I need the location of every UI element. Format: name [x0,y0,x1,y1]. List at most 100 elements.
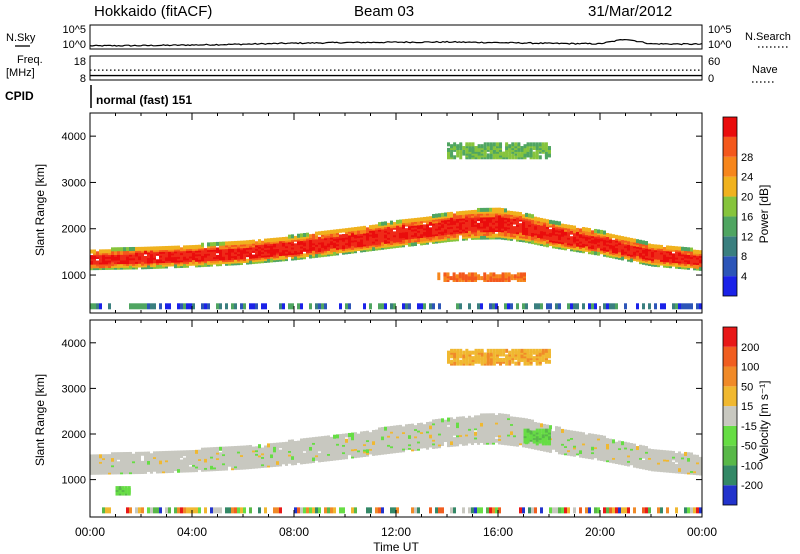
echo-cell [90,454,93,459]
echo-cell [345,233,348,238]
echo-cell [588,227,591,232]
echo-cell [585,227,588,232]
echo-cell [564,242,567,247]
echo-cell [111,452,114,457]
echo-cell [411,429,414,434]
echo-cell [246,240,249,245]
echo-cell [153,507,156,514]
echo-cell [450,144,454,149]
echo-cell [126,247,129,252]
echo-cell [492,438,495,443]
echo-cells [90,142,702,310]
echo-cell [342,228,345,233]
echo-cell [544,151,548,156]
echo-cell [495,415,498,420]
echo-cell [312,507,315,514]
echo-cell [461,272,465,277]
echo-cell [249,303,252,310]
echo-cell [243,452,246,457]
echo-cell [576,246,579,251]
echo-cell [177,507,180,514]
echo-cell [618,507,621,514]
echo-cell [522,507,525,514]
freq-trace [90,69,702,77]
echo-cell [210,447,213,452]
echo-cell [174,507,177,514]
echo-cell [276,237,279,242]
echo-cell [270,443,273,448]
echo-cell [513,229,516,234]
echo-cell [474,507,477,514]
echo-cell [525,212,528,217]
echo-cell [129,459,132,464]
echo-cell [351,436,354,441]
echo-cell [570,303,573,310]
echo-cell [534,235,537,240]
echo-cell [543,423,546,428]
echo-cell [621,236,624,241]
echo-cell [378,222,381,227]
echo-cell [315,248,318,253]
echo-cell [459,303,462,310]
echo-cell [663,303,666,310]
echo-cell [375,446,378,451]
echo-cell [204,447,207,452]
echo-cell [450,435,453,440]
echo-cell [555,426,558,431]
echo-cell [405,303,408,310]
echo-cell [381,507,384,514]
echo-cell [489,413,492,418]
echo-cell [609,233,612,238]
echo-cell [384,426,387,431]
echo-cells [90,348,702,514]
echo-cell [495,431,498,436]
echo-cell [588,440,591,445]
echo-cell [603,442,606,447]
echo-cell [378,507,381,514]
echo-cell [405,228,408,233]
echo-cell [120,452,123,457]
echo-cell [672,253,675,258]
echo-cell [446,272,450,277]
echo-cell [612,234,615,239]
echo-cell [192,507,195,514]
echo-cell [687,260,690,265]
echo-cell [165,450,168,455]
echo-cell [444,212,447,217]
echo-cell [513,416,516,421]
echo-cell [477,422,480,427]
echo-cell [192,303,195,310]
echo-cell [159,246,162,251]
echo-cell [321,230,324,235]
echo-cell [693,258,696,263]
echo-cell [458,272,462,277]
echo-cell [588,303,591,310]
echo-cell [255,250,258,255]
echo-cell [405,424,408,429]
echo-cell [507,229,510,234]
echo-cell [528,418,531,423]
echo-cell [96,260,99,265]
echo-cell [270,251,273,256]
echo-cell [291,452,294,457]
echo-cell [537,303,540,310]
echo-cell [114,461,117,466]
echo-cell [294,441,297,446]
echo-cell [522,272,526,277]
echo-cell [621,441,624,446]
echo-cell [132,303,135,310]
echo-cell [564,429,567,434]
echo-cell [609,458,612,463]
echo-cell [129,464,132,469]
echo-cell [99,303,102,310]
echo-cell [174,245,177,250]
echo-cell [189,261,192,266]
echo-cell [204,262,207,267]
echo-cell [630,237,633,242]
echo-cell [633,238,636,243]
echo-cell [159,264,162,269]
echo-cell [375,429,378,434]
noise-trace [89,38,703,47]
echo-cell [381,441,384,446]
